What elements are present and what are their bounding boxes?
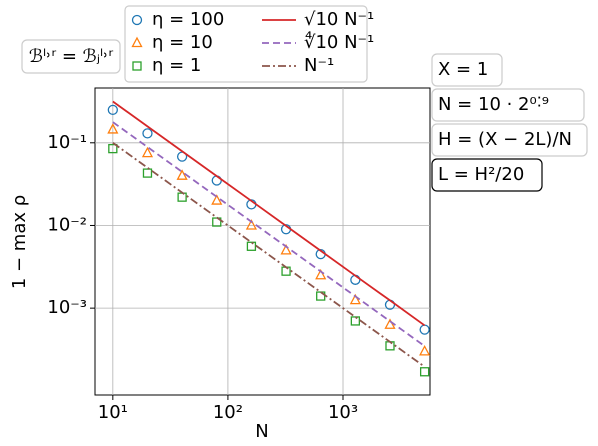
legend-label: √10 N⁻¹	[304, 9, 374, 30]
x-tick-label: 10²	[213, 402, 243, 423]
legend-marker	[131, 14, 143, 26]
point	[419, 324, 430, 335]
y-axis-label: 1 − max ρ	[9, 195, 30, 289]
point	[142, 128, 153, 139]
annotation-box	[431, 158, 543, 192]
plot-frame	[94, 87, 431, 396]
annotation-box	[431, 53, 503, 87]
y-tick-label: 10⁻¹	[47, 132, 87, 153]
point	[108, 143, 118, 154]
x-tick-label: 10¹	[98, 402, 128, 423]
annotation: H = (X − 2L)/N	[438, 129, 572, 150]
point	[315, 268, 327, 280]
point	[350, 316, 360, 326]
legend-label: ∜10 N⁻¹	[304, 31, 374, 53]
annotation-box	[431, 88, 585, 122]
point	[141, 146, 154, 158]
point	[349, 293, 361, 305]
legend-box	[124, 5, 368, 83]
legend-label: η = 1	[152, 55, 201, 76]
point	[142, 168, 153, 178]
point	[385, 341, 395, 351]
annotation: L = H²/20	[438, 164, 524, 185]
annotation-box	[431, 123, 588, 157]
point	[419, 344, 431, 356]
point	[384, 318, 396, 329]
point	[177, 192, 187, 202]
legend-label: η = 100	[152, 9, 224, 30]
point	[107, 104, 118, 116]
annotation: N = 10 · 2⁰˸⁹	[438, 94, 549, 115]
point	[245, 219, 257, 230]
line	[112, 100, 426, 327]
x-axis-label: N	[255, 421, 268, 442]
point	[419, 367, 430, 377]
legend-label: η = 10	[152, 32, 213, 53]
annotation: ℬˡ˒ʳ = ℬⱼˡ˒ʳ	[29, 46, 114, 67]
annotation: X = 1	[438, 59, 488, 80]
line	[112, 121, 426, 347]
point	[211, 194, 223, 205]
point	[176, 169, 188, 180]
line	[112, 142, 426, 368]
y-tick-label: 10⁻²	[47, 214, 87, 235]
y-tick-label: 10⁻³	[47, 297, 87, 318]
x-tick-label: 10³	[328, 402, 358, 423]
point	[107, 123, 119, 134]
point	[246, 241, 257, 251]
point	[280, 243, 292, 255]
annotation-box	[21, 39, 121, 74]
legend-marker	[132, 61, 142, 71]
legend-label: N⁻¹	[304, 55, 334, 76]
point	[281, 266, 291, 276]
legend-marker	[131, 36, 143, 48]
